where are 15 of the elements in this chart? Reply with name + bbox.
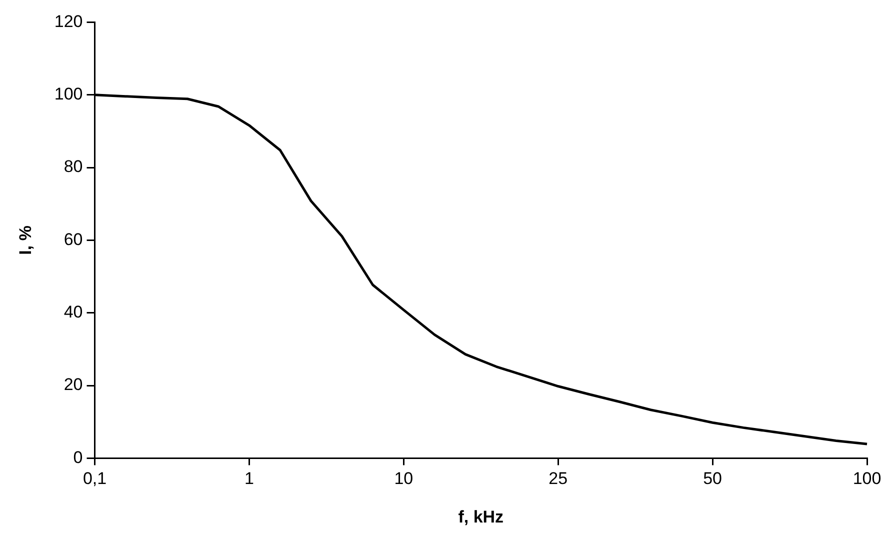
x-tick-label: 25 (548, 469, 568, 488)
y-tick-label: 60 (64, 230, 83, 249)
y-tick-label: 100 (54, 84, 83, 104)
y-axis-title: I, % (16, 226, 35, 255)
x-tick-label: 10 (394, 469, 414, 488)
y-tick-label: 20 (64, 375, 83, 394)
x-tick-label: 1 (244, 469, 254, 488)
x-tick-label: 100 (852, 469, 882, 488)
x-axis-title: f, kHz (458, 507, 504, 526)
y-tick-label: 80 (64, 157, 83, 176)
x-tick-label: 0,1 (82, 469, 107, 488)
x-tick-label: 50 (703, 469, 722, 488)
y-tick-label: 40 (64, 302, 83, 322)
y-tick-label: 120 (54, 12, 83, 31)
y-tick-label: 0 (73, 448, 83, 467)
